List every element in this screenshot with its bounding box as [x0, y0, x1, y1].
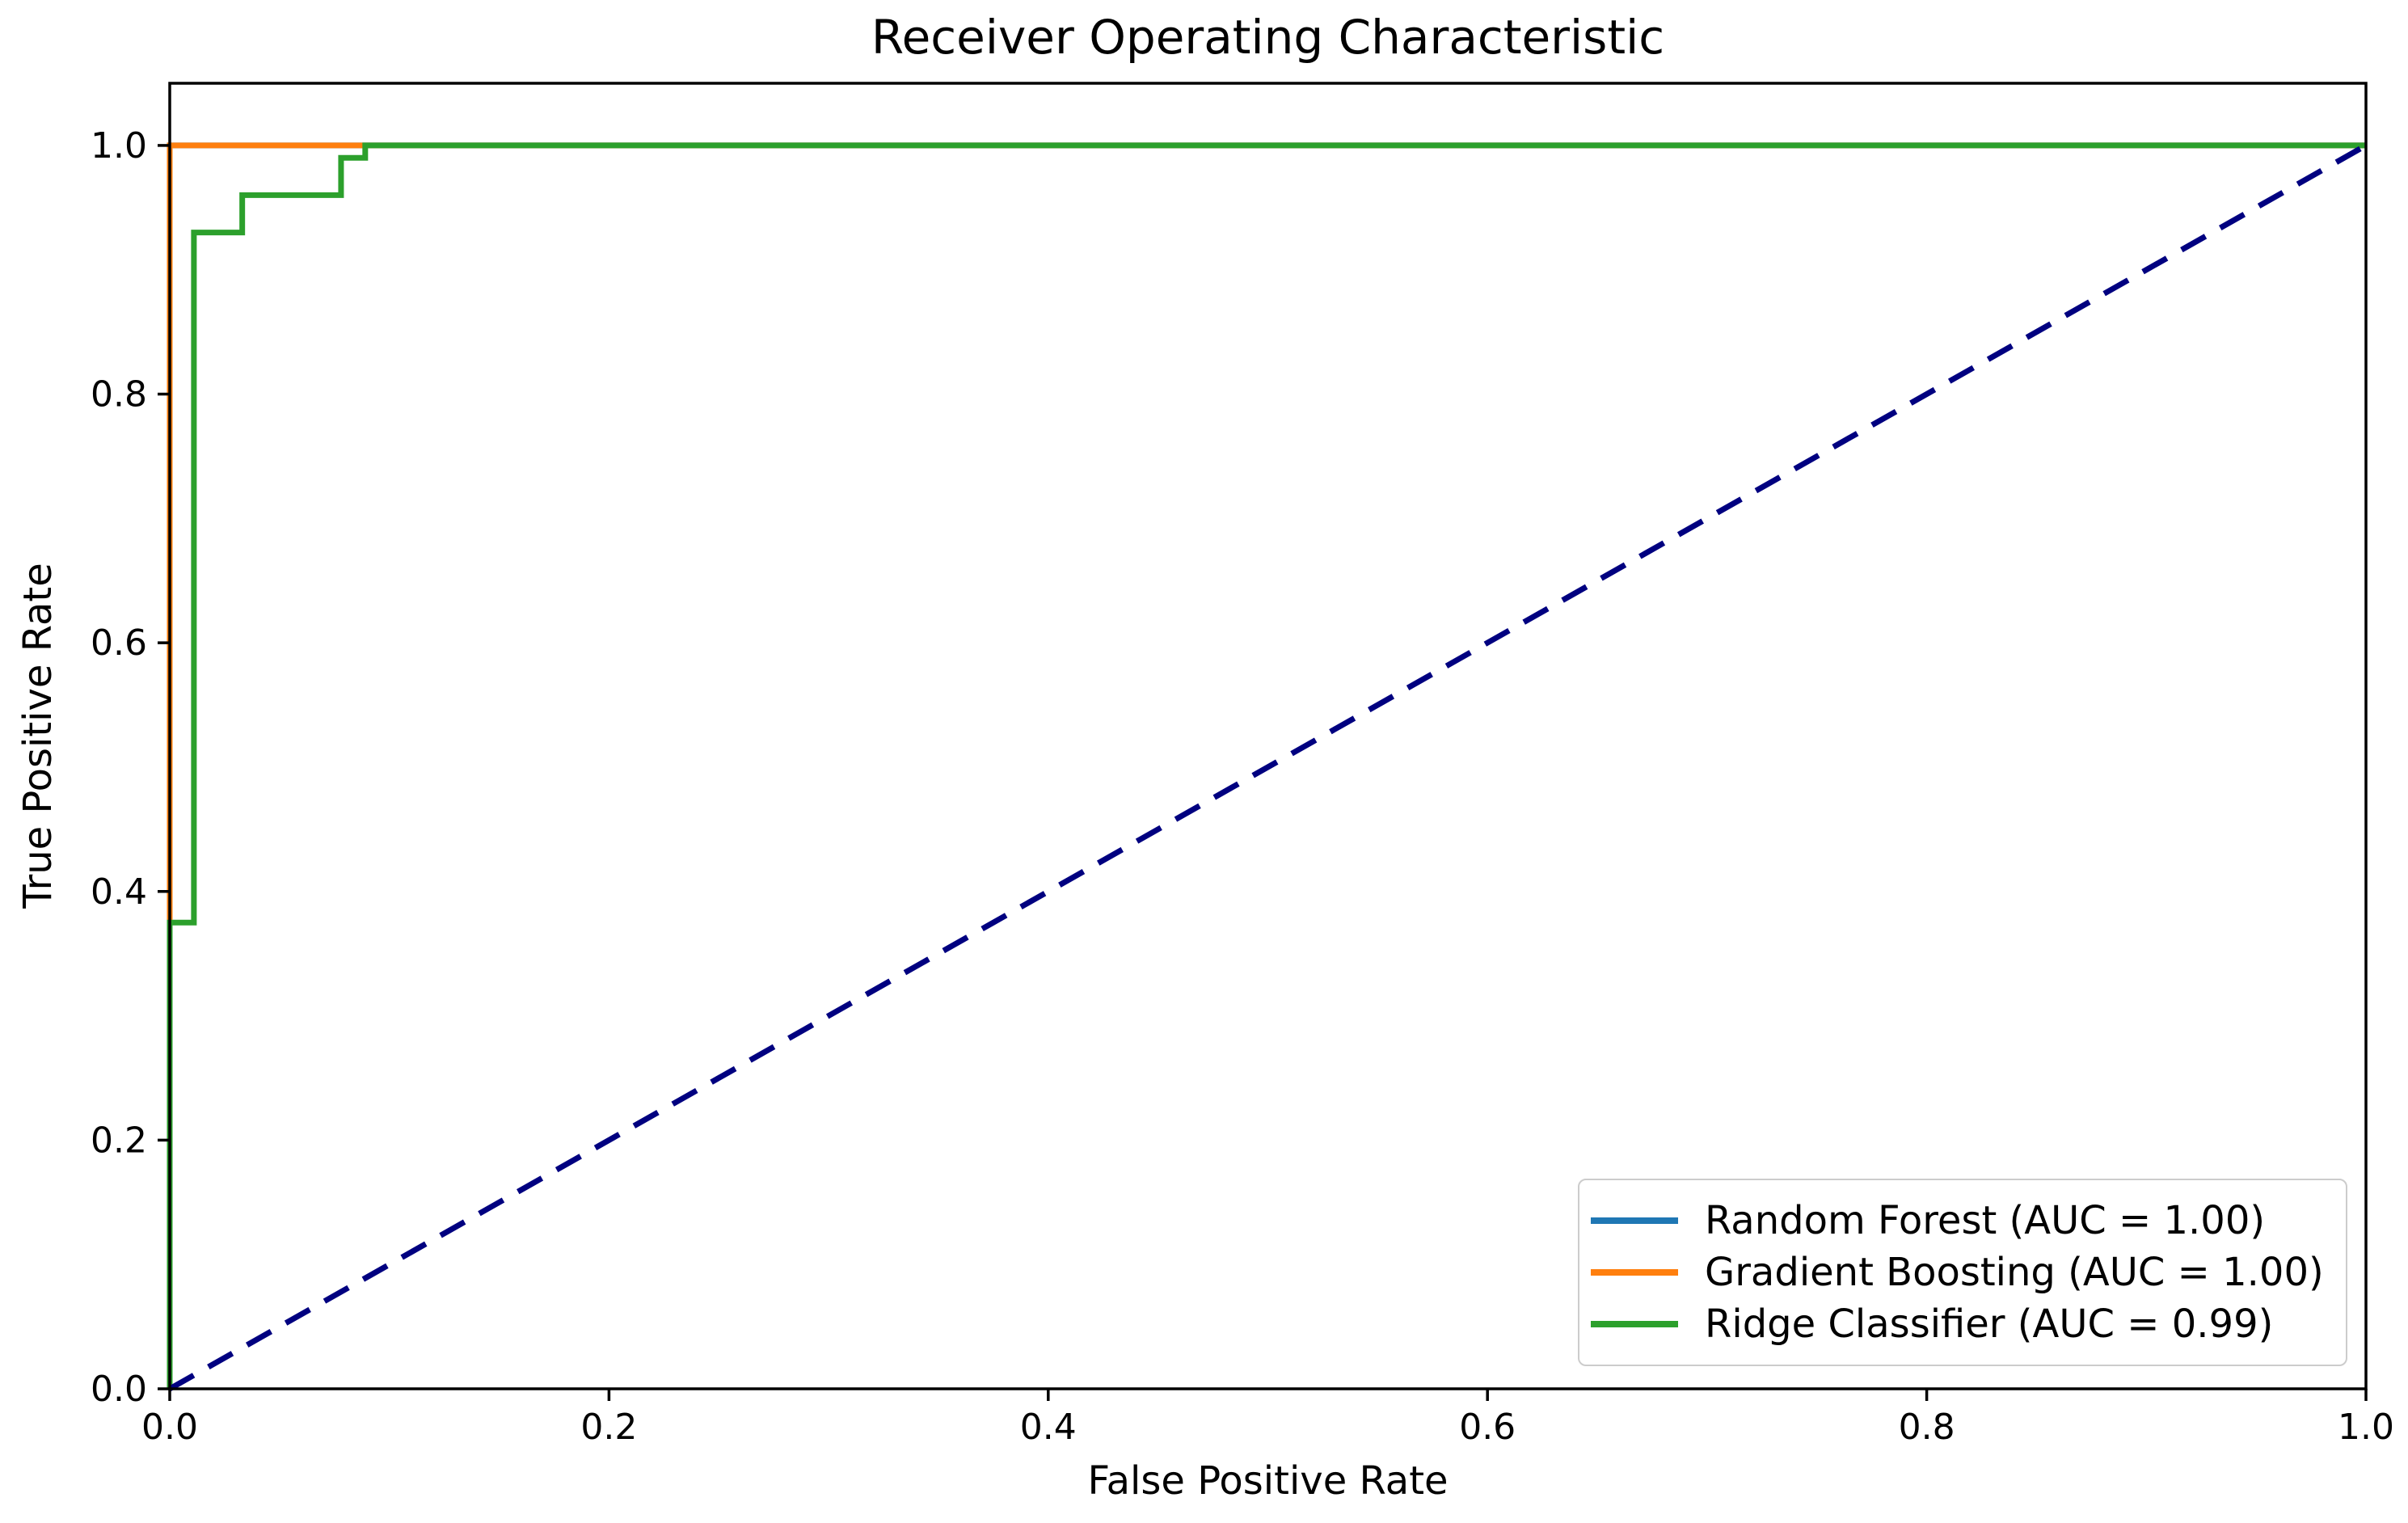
y-tick-label: 1.0	[91, 125, 147, 167]
legend-swatch-gradient-boosting	[1591, 1269, 1678, 1276]
axes-spines	[168, 82, 2368, 1390]
x-tick-label: 1.0	[2338, 1407, 2394, 1448]
x-tick-label: 0.4	[1020, 1407, 1077, 1448]
y-tick-label: 0.0	[91, 1369, 147, 1410]
x-tick-label: 0.0	[141, 1407, 198, 1448]
legend: Random Forest (AUC = 1.00) Gradient Boos…	[1578, 1179, 2347, 1366]
y-tick-label: 0.2	[91, 1120, 147, 1161]
chance-diagonal-line	[168, 142, 2368, 1392]
series-line-ridge-classifier	[167, 142, 2366, 1389]
y-tick-label: 0.4	[91, 871, 147, 913]
y-tick-label: 0.6	[91, 622, 147, 664]
legend-item-random-forest: Random Forest (AUC = 1.00)	[1591, 1201, 2330, 1240]
x-tick-label: 0.2	[580, 1407, 637, 1448]
legend-label-ridge-classifier: Ridge Classifier (AUC = 0.99)	[1705, 1302, 2274, 1347]
legend-item-ridge-classifier: Ridge Classifier (AUC = 0.99)	[1591, 1305, 2330, 1344]
y-axis-label: True Positive Rate	[15, 563, 61, 909]
legend-label-gradient-boosting: Gradient Boosting (AUC = 1.00)	[1705, 1250, 2324, 1295]
legend-item-gradient-boosting: Gradient Boosting (AUC = 1.00)	[1591, 1253, 2330, 1292]
legend-swatch-random-forest	[1591, 1217, 1678, 1224]
legend-label-random-forest: Random Forest (AUC = 1.00)	[1705, 1198, 2266, 1243]
x-axis-label: False Positive Rate	[1087, 1458, 1449, 1504]
chart-title: Receiver Operating Characteristic	[871, 10, 1665, 65]
y-tick-label: 0.8	[91, 374, 147, 416]
legend-swatch-ridge-classifier	[1591, 1321, 1678, 1327]
x-tick-label: 0.6	[1459, 1407, 1516, 1448]
x-tick-label: 0.8	[1899, 1407, 1955, 1448]
